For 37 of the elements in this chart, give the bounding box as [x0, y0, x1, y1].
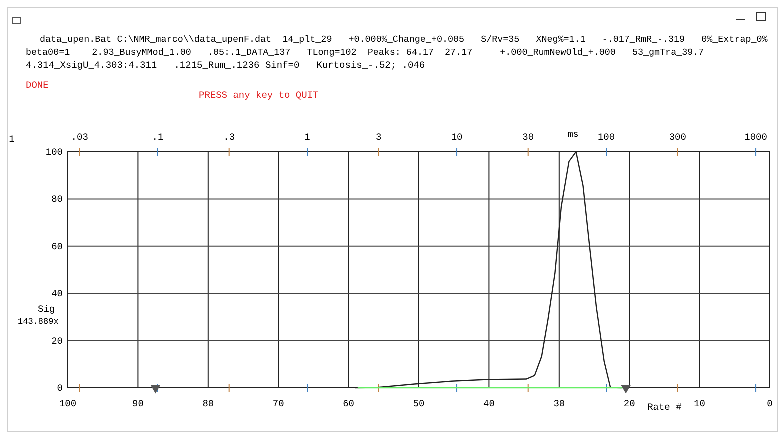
x2-tick-label: 3 [376, 132, 382, 143]
x-tick-label: 10 [694, 398, 706, 410]
text: 4.314_XsigU_4.303:4.311 .1215_Rum_.1236 Sinf=0 Kurtosis_-.52; .046 [26, 60, 426, 71]
x2-tick-label: 30 [522, 132, 534, 143]
y-tick-label: 60 [52, 241, 64, 252]
y-axis-title: Sig [38, 304, 56, 315]
x2-tick-label: .3 [224, 132, 236, 143]
x2-tick-label: .03 [71, 132, 89, 143]
y-tick-label: 100 [46, 147, 64, 158]
x2-tick-label: .1 [152, 132, 164, 143]
chart-subtitle: beta00=1 2.93_BusyMMod_1.00 .05:.1_DATA_137 TLong=102 Peaks: 64.17 27.17 +.000_RumNewOld_+.000 53_gmTra_39.7 [26, 47, 704, 58]
x2-tick-label: 1 [304, 132, 311, 143]
x-tick-label: 0 [767, 398, 774, 410]
x-tick-label: 90 [132, 398, 144, 410]
chart-title: data_upen.Bat C:\NMR_marco\\data_upenF.dat 14_plt_29 +0.000%_Change_+0.005 S/Rv=35 XNeg%=1.1 -.017_RmR_-.319 0%_Extrap_0% [40, 34, 768, 45]
y-tick-label: 80 [52, 194, 64, 206]
x2-tick-label: 100 [598, 132, 616, 143]
y-tick-label: 20 [52, 336, 64, 347]
x2-tick-label: 1000 [744, 132, 768, 143]
x-tick-label: 100 [59, 398, 77, 410]
x-tick-label: 80 [202, 398, 214, 410]
y-tick-label: 40 [52, 288, 64, 300]
text: 143.889x [18, 317, 59, 327]
x-tick-label: 60 [343, 398, 355, 410]
y-tick-label: 0 [57, 383, 64, 394]
x-tick-label: 40 [483, 398, 496, 410]
text: 1 [9, 134, 16, 145]
x2-tick-label: 10 [451, 132, 464, 143]
text: PRESS any key to QUIT [199, 90, 320, 101]
x-tick-label: 30 [554, 398, 566, 410]
x-tick-label: 50 [413, 398, 425, 410]
x-tick-label: 70 [272, 398, 285, 410]
x2-axis-title: ms [568, 130, 579, 140]
text: DONE [26, 80, 50, 91]
x2-tick-label: 300 [669, 132, 687, 143]
x-axis-title: Rate # [648, 402, 682, 413]
x-tick-label: 20 [624, 398, 636, 410]
